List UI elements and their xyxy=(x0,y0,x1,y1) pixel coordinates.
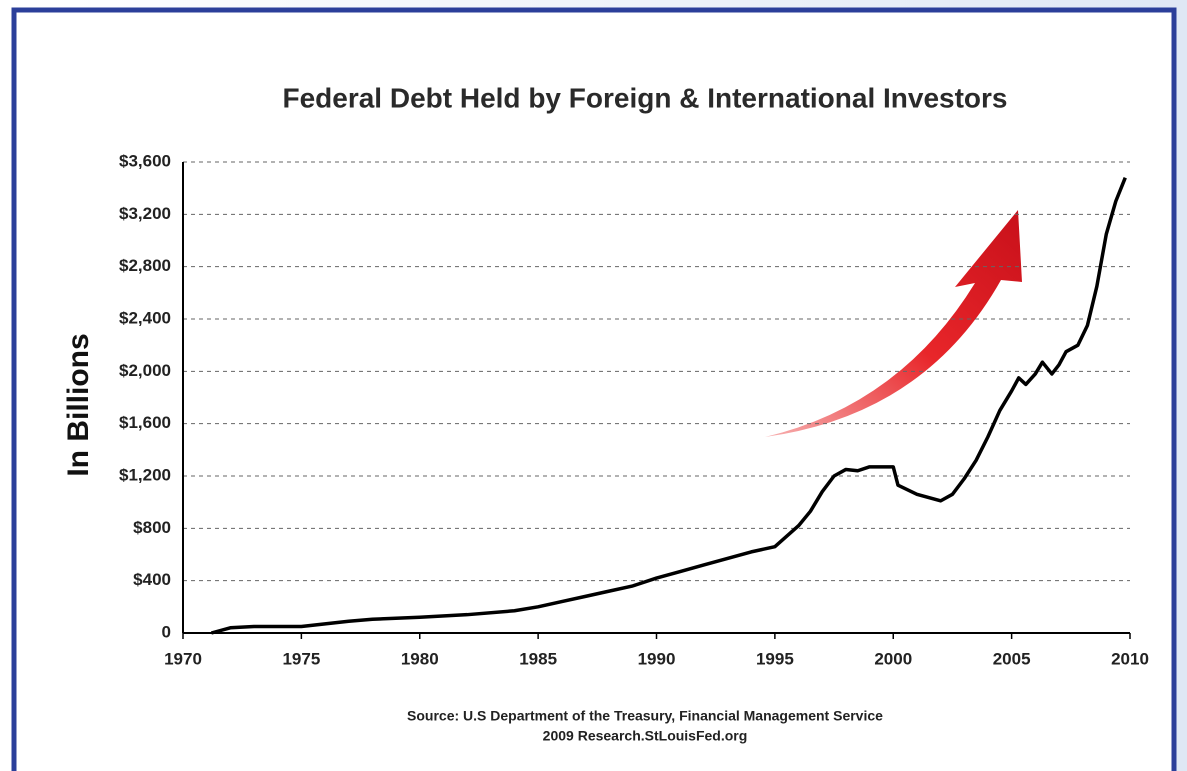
source: Source: U.S Department of the Treasury, … xyxy=(407,708,883,724)
y-tick-label: 0 xyxy=(162,622,171,641)
y-tick-label: $2,800 xyxy=(119,256,171,275)
y-tick-label: $1,600 xyxy=(119,413,171,432)
x-tick-label: 1995 xyxy=(756,649,794,668)
x-tick-label: 1970 xyxy=(164,649,202,668)
x-tick-label: 1985 xyxy=(519,649,557,668)
y-tick-label: $2,000 xyxy=(119,361,171,380)
arrow xyxy=(765,210,1022,437)
line xyxy=(210,177,1127,635)
frame xyxy=(11,7,1177,771)
y-tick-label: $3,600 xyxy=(119,151,171,170)
chart-title: Federal Debt Held by Foreign & Internati… xyxy=(282,82,1007,113)
x-tick-label: 1975 xyxy=(282,649,320,668)
y-tick-label: $3,200 xyxy=(119,204,171,223)
x-tick-label: 2010 xyxy=(1111,649,1149,668)
y-axis-label: In Billions xyxy=(62,333,95,476)
x-tick-label: 2005 xyxy=(993,649,1031,668)
y-tick-label: $2,400 xyxy=(119,308,171,327)
y-tick-label: $400 xyxy=(133,570,171,589)
x-tick-label: 2000 xyxy=(874,649,912,668)
x-tick-label: 1980 xyxy=(401,649,439,668)
x-tick-label: 1990 xyxy=(638,649,676,668)
y-tick-label: $800 xyxy=(133,518,171,537)
source: 2009 Research.StLouisFed.org xyxy=(543,728,748,744)
y-tick-label: $1,200 xyxy=(119,465,171,484)
